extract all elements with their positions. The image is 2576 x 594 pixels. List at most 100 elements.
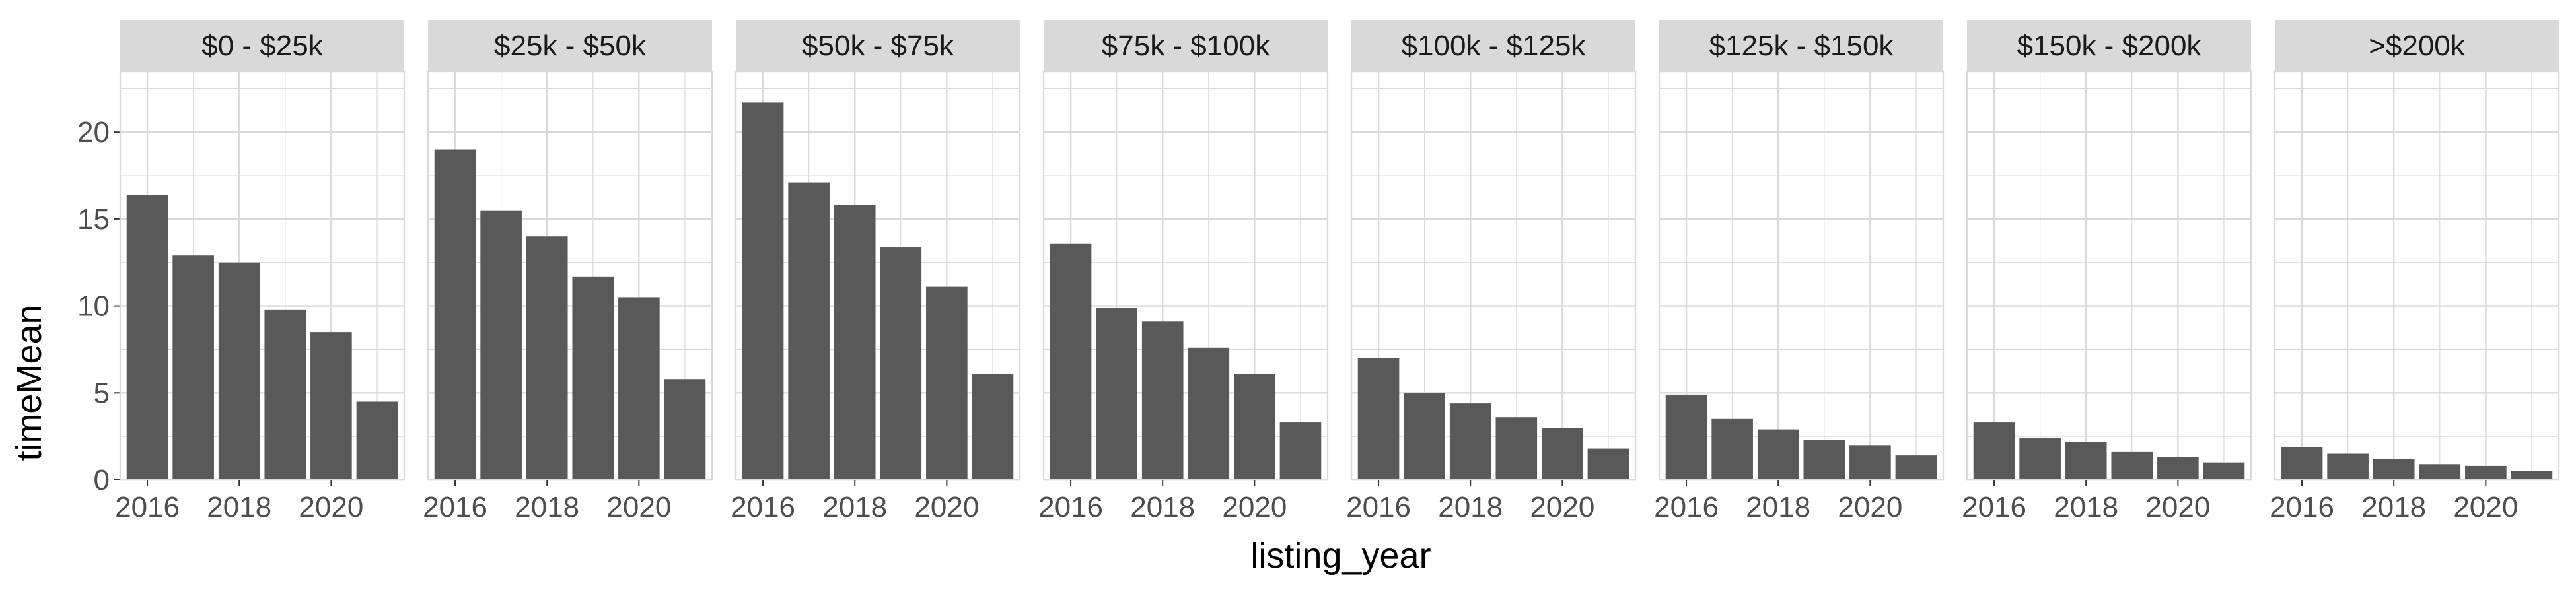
bar bbox=[742, 102, 784, 480]
facet-strip-label: $100k - $125k bbox=[1402, 30, 1587, 62]
panel-border bbox=[734, 70, 1021, 481]
y-tick-label: 0 bbox=[94, 464, 110, 496]
bar bbox=[788, 182, 830, 480]
bar bbox=[880, 247, 922, 480]
facet-panel: $50k - $75k 2016 2018 2020 bbox=[731, 20, 1021, 523]
bar bbox=[1849, 445, 1891, 480]
bar bbox=[1096, 308, 1137, 480]
bar bbox=[1357, 358, 1400, 480]
bar bbox=[2203, 462, 2245, 480]
facet-panel: $100k - $125k 2016 2018 2020 bbox=[1346, 20, 1637, 523]
panel-border bbox=[427, 70, 713, 481]
x-tick-label: 2018 bbox=[1130, 491, 1195, 523]
x-tick-label: 2018 bbox=[822, 491, 887, 523]
bar bbox=[1665, 394, 1707, 480]
y-tick-label: 15 bbox=[77, 203, 110, 236]
y-tick-label: 5 bbox=[94, 377, 110, 409]
bar bbox=[1234, 374, 1275, 480]
bar bbox=[172, 255, 214, 480]
facet-panel: $25k - $50k 2016 2018 2020 bbox=[423, 20, 713, 523]
bar bbox=[310, 332, 352, 480]
bar bbox=[1587, 448, 1629, 480]
facet-strip bbox=[1351, 20, 1635, 71]
bar bbox=[1279, 422, 1322, 480]
x-tick-label: 2018 bbox=[2361, 491, 2426, 523]
facet-strip-label: >$200k bbox=[2369, 30, 2466, 62]
bar bbox=[572, 276, 614, 480]
bar bbox=[126, 195, 168, 480]
bar bbox=[2157, 457, 2199, 480]
bar bbox=[2511, 471, 2553, 480]
x-tick-label: 2016 bbox=[115, 491, 180, 523]
bar bbox=[1141, 321, 1184, 480]
bar bbox=[264, 309, 306, 480]
bar bbox=[664, 379, 706, 480]
x-tick-label: 2016 bbox=[1654, 491, 1719, 523]
x-tick-label: 2020 bbox=[606, 491, 671, 523]
x-tick-label: 2018 bbox=[515, 491, 579, 523]
x-tick-label: 2020 bbox=[2145, 491, 2210, 523]
bar bbox=[526, 236, 568, 480]
bar bbox=[480, 210, 522, 480]
x-tick-label: 2016 bbox=[1038, 491, 1103, 523]
bar bbox=[2419, 464, 2461, 480]
x-tick-label: 2018 bbox=[207, 491, 271, 523]
y-axis-title: timeMean bbox=[9, 304, 49, 461]
facet-strip bbox=[428, 20, 712, 71]
bar bbox=[218, 262, 260, 480]
bar bbox=[1449, 403, 1491, 480]
panel-border bbox=[1042, 70, 1329, 481]
facet-strip-label: $125k - $150k bbox=[1709, 30, 1894, 62]
x-tick-label: 2018 bbox=[2054, 491, 2118, 523]
x-axis-title: listing_year bbox=[1250, 536, 1431, 576]
bar bbox=[972, 374, 1014, 480]
bar bbox=[2019, 438, 2061, 480]
x-tick-label: 2016 bbox=[1962, 491, 2026, 523]
bar bbox=[1495, 417, 1538, 480]
panel-background bbox=[1967, 71, 2251, 480]
x-tick-label: 2020 bbox=[299, 491, 363, 523]
x-tick-label: 2020 bbox=[1222, 491, 1287, 523]
bar bbox=[2465, 465, 2507, 480]
bar bbox=[434, 149, 476, 480]
facet-strip bbox=[1967, 20, 2251, 71]
bar bbox=[618, 297, 660, 480]
panel-border bbox=[1350, 70, 1637, 481]
facet-strip-label: $50k - $75k bbox=[802, 30, 954, 62]
panel-border bbox=[119, 70, 406, 481]
facet-strip bbox=[120, 20, 404, 71]
facet-panel: $125k - $150k 2016 2018 2020 bbox=[1654, 20, 1945, 523]
bar bbox=[834, 205, 876, 480]
x-tick-label: 2016 bbox=[731, 491, 795, 523]
x-tick-label: 2016 bbox=[2270, 491, 2334, 523]
facet-strip bbox=[1044, 20, 1328, 71]
bar bbox=[1803, 440, 1845, 480]
bar bbox=[1542, 427, 1583, 480]
bar bbox=[1050, 243, 1092, 480]
panel-border bbox=[1658, 70, 1945, 481]
x-tick-label: 2020 bbox=[2453, 491, 2518, 523]
facet-panel: >$200k 2016 2018 2020 bbox=[2270, 20, 2560, 523]
bar bbox=[1188, 347, 1230, 480]
x-tick-label: 2020 bbox=[914, 491, 979, 523]
bar bbox=[1757, 429, 1799, 480]
bar bbox=[2281, 446, 2323, 480]
facet-panel: $0 - $25k 2016 2018 2020 bbox=[115, 20, 406, 523]
panel-background bbox=[2275, 71, 2559, 480]
facet-strip-label: $75k - $100k bbox=[1102, 30, 1270, 62]
x-tick-label: 2016 bbox=[1346, 491, 1411, 523]
panel-border bbox=[1966, 70, 2252, 481]
bar bbox=[1404, 393, 1445, 480]
facet-panel: $75k - $100k 2016 2018 2020 bbox=[1038, 20, 1329, 523]
bar bbox=[2327, 453, 2369, 480]
bar bbox=[2373, 459, 2415, 480]
x-tick-label: 2016 bbox=[423, 491, 487, 523]
x-tick-label: 2018 bbox=[1438, 491, 1503, 523]
panel-border bbox=[2273, 70, 2560, 481]
y-tick-label: 10 bbox=[77, 290, 110, 323]
x-tick-label: 2020 bbox=[1838, 491, 1902, 523]
x-tick-label: 2020 bbox=[1530, 491, 1594, 523]
facet-strip-label: $150k - $200k bbox=[2017, 30, 2202, 62]
